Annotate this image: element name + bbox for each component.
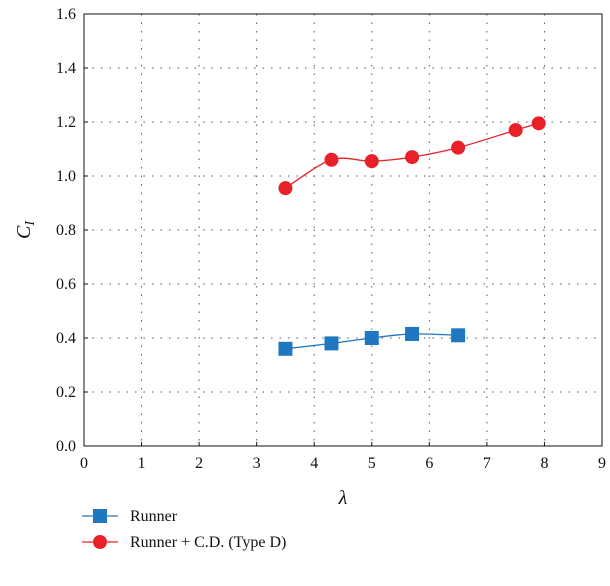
data-point bbox=[405, 150, 420, 165]
y-axis-label-main: C bbox=[13, 225, 35, 239]
y-tick-label: 1.2 bbox=[56, 114, 76, 131]
legend-label: Runner + C.D. (Type D) bbox=[130, 534, 286, 551]
x-tick-label: 1 bbox=[138, 455, 146, 472]
data-point bbox=[508, 123, 523, 138]
legend-marker bbox=[93, 535, 107, 549]
y-tick-label: 0.4 bbox=[56, 330, 76, 347]
data-point bbox=[324, 152, 339, 167]
series-1 bbox=[278, 326, 466, 356]
data-point bbox=[278, 181, 293, 196]
legend-marker bbox=[93, 509, 107, 523]
x-tick-label: 3 bbox=[253, 455, 261, 472]
data-point bbox=[278, 341, 293, 356]
series-2 bbox=[278, 116, 546, 196]
legend: Runner Runner + C.D. (Type D) bbox=[82, 508, 286, 551]
x-tick-label: 5 bbox=[368, 455, 376, 472]
data-point bbox=[364, 331, 379, 345]
x-tick-label: 7 bbox=[483, 455, 491, 472]
data-point bbox=[451, 140, 466, 155]
data-point bbox=[324, 336, 339, 351]
y-axis-label-subscript: I bbox=[23, 220, 38, 227]
x-tick-label: 2 bbox=[195, 455, 203, 472]
y-tick-label: 1.6 bbox=[56, 6, 76, 23]
legend-item: Runner bbox=[82, 508, 178, 525]
y-tick-label: 1.4 bbox=[56, 60, 76, 77]
y-tick-label: 0.8 bbox=[56, 222, 76, 239]
axis-ticks: 0 1 2 3 4 5 6 7 8 9 0.0 0.2 0.4 0.6 0.8 1.0 1.2 1.4 1.6 bbox=[56, 6, 606, 472]
x-tick-label: 0 bbox=[80, 455, 88, 472]
x-axis-label: λ bbox=[338, 487, 348, 509]
legend-label: Runner bbox=[130, 508, 178, 525]
y-tick-label: 1.0 bbox=[56, 168, 76, 185]
x-tick-label: 9 bbox=[598, 455, 606, 472]
y-tick-label: 0.2 bbox=[56, 384, 76, 401]
data-point bbox=[405, 326, 420, 341]
grid-lines bbox=[84, 14, 602, 446]
data-point bbox=[531, 116, 546, 131]
legend-item: Runner + C.D. (Type D) bbox=[82, 534, 286, 551]
x-tick-label: 4 bbox=[310, 455, 318, 472]
y-tick-label: 0.6 bbox=[56, 276, 76, 293]
data-point bbox=[364, 154, 379, 169]
x-tick-label: 6 bbox=[425, 455, 433, 472]
y-tick-label: 0.0 bbox=[56, 438, 76, 455]
data-point bbox=[451, 328, 466, 343]
x-tick-label: 8 bbox=[540, 455, 548, 472]
series-layer bbox=[278, 116, 546, 356]
y-axis-label: CI bbox=[13, 220, 38, 239]
